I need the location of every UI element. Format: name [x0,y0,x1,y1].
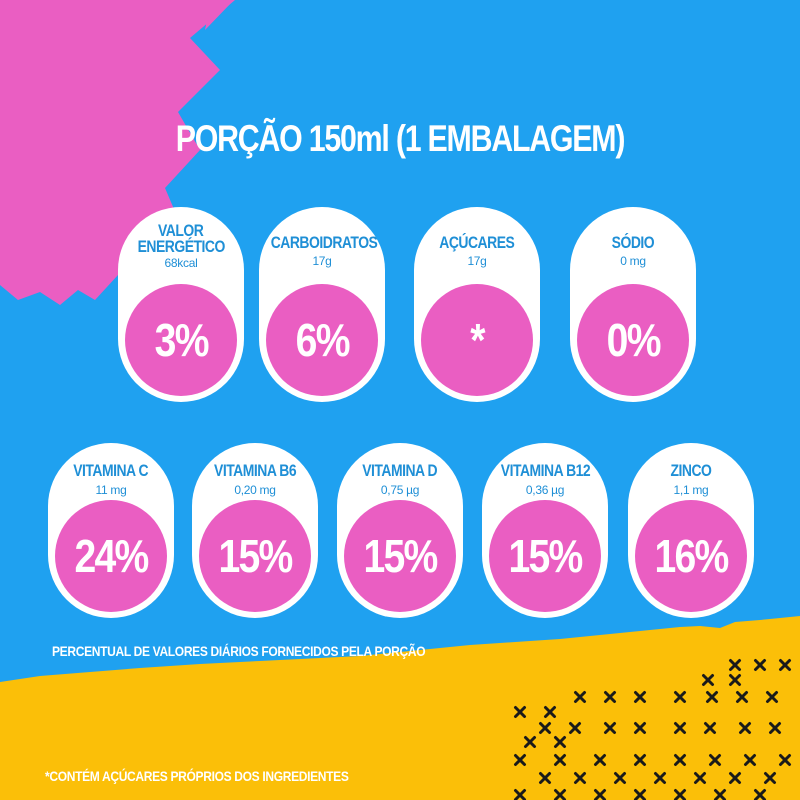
nutrient-name: SÓDIO [611,233,655,252]
cross-mark [779,659,791,671]
cross-mark [766,691,778,703]
cross-mark [729,659,741,671]
cross-mark [514,789,526,800]
nutrient-card-energy: VALOR ENERGÉTICO 68kcal 3% [118,207,244,402]
cross-mark [739,722,751,734]
daily-value-circle: 15% [489,500,601,612]
nutrient-name: AÇÚCARES [439,233,515,252]
cross-mark [736,691,748,703]
cross-mark [554,754,566,766]
nutrient-amount: 0,20 mg [234,483,276,497]
daily-value-circle: 3% [125,284,237,396]
cross-mark [514,754,526,766]
nutrient-name: CARBOIDRATOS [270,233,378,252]
cross-mark [744,754,756,766]
nutrient-amount: 1,1 mg [673,483,709,497]
cross-mark [769,722,781,734]
daily-value-circle: * [421,284,533,396]
nutrient-card-zinc: ZINCO 1,1 mg 16% [628,443,754,618]
cross-pattern [514,659,791,800]
cross-mark [674,754,686,766]
portion-title: PORÇÃO 150ml (1 EMBALAGEM) [175,118,626,159]
cross-mark [574,772,586,784]
cross-mark [539,772,551,784]
nutrient-card-carbohydrates: CARBOIDRATOS 17g 6% [259,207,385,402]
cross-mark [574,691,586,703]
cross-mark [594,789,606,800]
nutrient-card-vitamin-d: VITAMINA D 0,75 µg 15% [337,443,463,618]
yellow-band-shape [0,616,800,800]
nutrient-card-vitamin-c: VITAMINA C 11 mg 24% [48,443,174,618]
cross-mark [524,736,536,748]
cross-mark [674,722,686,734]
nutrient-name-line2: ENERGÉTICO [137,237,225,256]
cross-mark [694,772,706,784]
nutrient-amount: 0,36 µg [525,483,565,497]
cross-mark [634,754,646,766]
daily-values-note: PERCENTUAL DE VALORES DIÁRIOS FORNECIDOS… [52,643,426,659]
nutrient-amount: 0 mg [620,254,646,268]
cross-mark [702,674,714,686]
cross-mark [674,789,686,800]
nutrient-name: VITAMINA C [73,461,149,480]
cross-mark [709,754,721,766]
cross-mark [514,706,526,718]
nutrient-amount: 68kcal [164,256,198,270]
nutrient-amount: 17g [312,254,332,268]
nutrient-card-sodium: SÓDIO 0 mg 0% [570,207,696,402]
cross-mark [554,736,566,748]
cross-mark [779,754,791,766]
cross-mark [706,691,718,703]
daily-value-circle: 6% [266,284,378,396]
cross-mark [674,691,686,703]
cross-mark [539,722,551,734]
cross-mark [569,722,581,734]
daily-value-circle: 15% [199,500,311,612]
cross-mark [729,772,741,784]
nutrient-card-vitamin-b6: VITAMINA B6 0,20 mg 15% [192,443,318,618]
cross-mark [634,691,646,703]
nutrient-name: ZINCO [670,461,712,480]
cross-mark [634,722,646,734]
daily-value-circle: 15% [344,500,456,612]
nutrient-amount: 11 mg [95,483,127,497]
cross-mark [594,754,606,766]
cross-mark [764,772,776,784]
cross-mark [554,789,566,800]
cross-mark [654,772,666,784]
daily-value-circle: 16% [635,500,747,612]
cross-mark [729,674,741,686]
nutrient-amount: 17g [467,254,487,268]
daily-value-circle: 0% [577,284,689,396]
nutrient-card-sugars: AÇÚCARES 17g * [414,207,540,402]
daily-value-circle: 24% [55,500,167,612]
cross-mark [704,722,716,734]
cross-mark [754,659,766,671]
cross-mark [614,772,626,784]
cross-mark [544,706,556,718]
cross-mark [714,789,726,800]
cross-mark [754,789,766,800]
nutrient-amount: 0,75 µg [380,483,420,497]
nutrient-name: VITAMINA B6 [213,461,297,480]
nutrient-card-vitamin-b12: VITAMINA B12 0,36 µg 15% [482,443,608,618]
nutrient-name: VALOR [158,221,204,240]
cross-mark [604,722,616,734]
nutrient-name: VITAMINA B12 [500,461,590,480]
cross-mark [604,691,616,703]
cross-mark [634,789,646,800]
sugars-note: *CONTÉM AÇÚCARES PRÓPRIOS DOS INGREDIENT… [45,768,349,784]
nutrient-name: VITAMINA D [362,461,438,480]
